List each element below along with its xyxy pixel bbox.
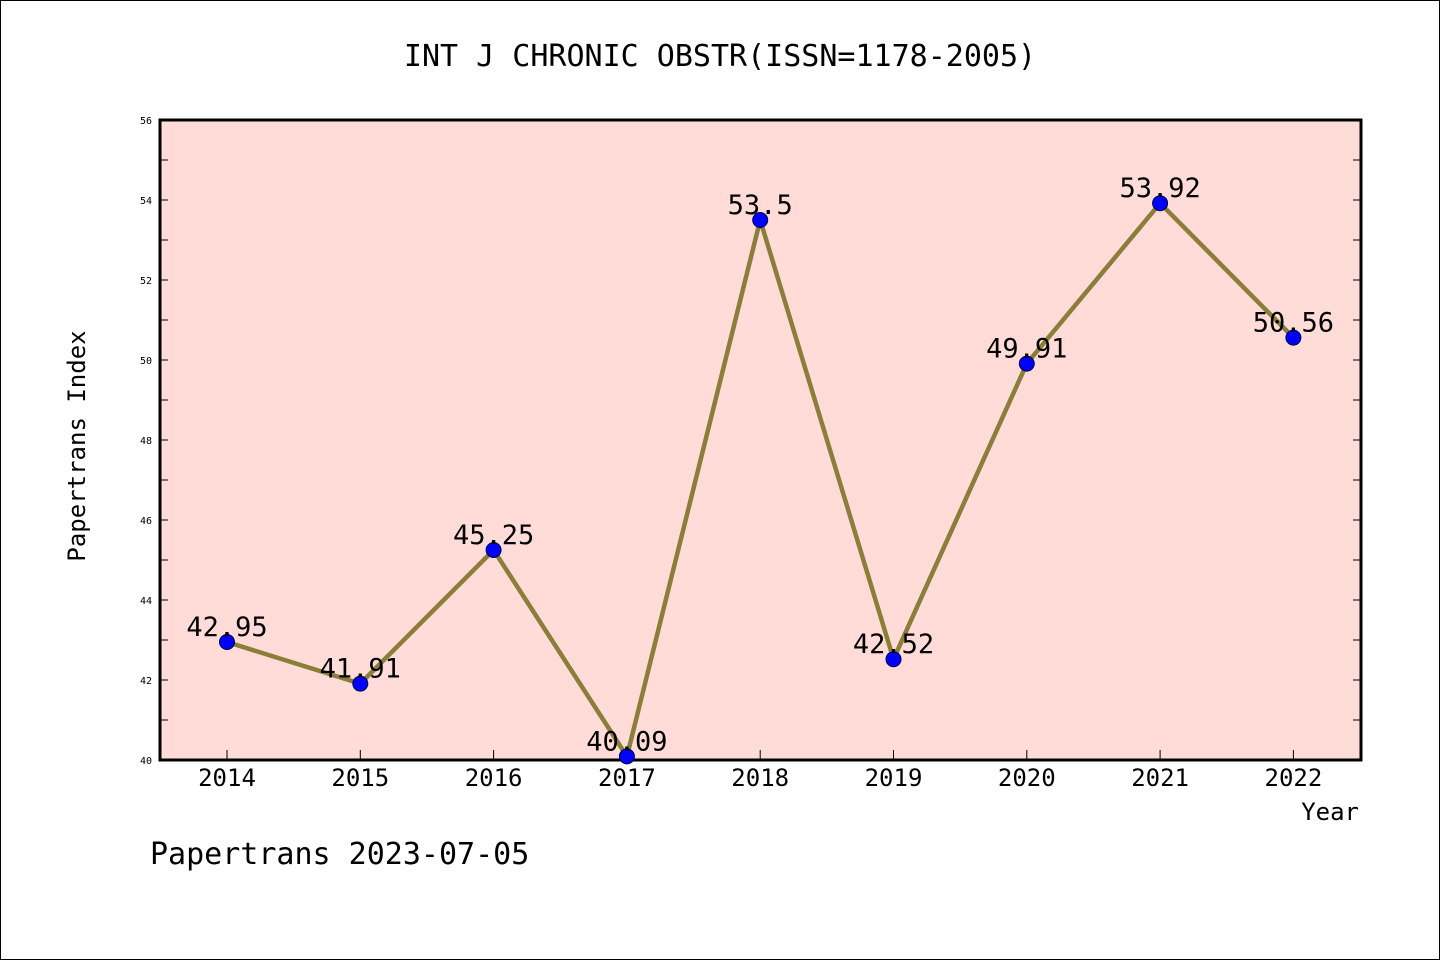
x-tick-label: 2016	[465, 764, 523, 792]
data-point	[352, 675, 369, 692]
x-tick-label: 2017	[598, 764, 656, 792]
data-label: 41.91	[320, 654, 401, 685]
data-label: 49.91	[986, 334, 1067, 365]
series-line-group: 42.95 41.91 45.25 40.09 53.5 42.52 49.91 53.92 5…	[186, 173, 1334, 765]
y-axis-label: Papertrans Index	[63, 330, 91, 561]
data-label: 42.95	[186, 612, 267, 643]
y-tick-label: 40	[140, 756, 152, 767]
x-axis-label: Year	[1301, 798, 1359, 826]
y-tick-label: 44	[140, 596, 152, 607]
data-point	[1018, 355, 1035, 372]
data-point	[885, 651, 902, 668]
x-tick-label: 2015	[331, 764, 389, 792]
y-tick-label: 54	[140, 196, 152, 207]
x-tick-label: 2018	[731, 764, 789, 792]
x-axis: 2014 2015 2016 2017 2018 2019 2020 2021 2022	[198, 750, 1322, 792]
x-tick-label: 2014	[198, 764, 256, 792]
footer-credit: Papertrans 2023-07-05	[150, 837, 529, 872]
chart-title: INT J CHRONIC OBSTR(ISSN=1178-2005)	[404, 39, 1036, 74]
x-tick-label: 2022	[1265, 764, 1323, 792]
data-point	[752, 212, 769, 228]
y-tick-label: 42	[140, 676, 152, 687]
data-label: 42.52	[853, 629, 934, 660]
data-label: 40.09	[586, 726, 667, 757]
y-tick-label: 52	[140, 276, 152, 287]
data-label: 53.92	[1119, 173, 1200, 204]
data-point	[219, 634, 235, 650]
y-axis: 40 42 44 46 48 50 52 54 56	[140, 116, 1361, 767]
x-tick-label: 2019	[865, 764, 923, 792]
data-point	[1152, 195, 1169, 212]
data-point	[485, 542, 502, 558]
y-tick-label: 46	[140, 516, 152, 527]
data-point	[1285, 329, 1302, 346]
y-tick-label: 50	[140, 356, 152, 367]
y-tick-label: 56	[140, 116, 152, 127]
y-tick-label: 48	[140, 436, 152, 447]
x-tick-label: 2020	[998, 764, 1056, 792]
data-point	[618, 748, 635, 765]
data-label: 50.56	[1253, 308, 1334, 339]
data-label: 53.5	[728, 190, 793, 221]
x-tick-label: 2021	[1131, 764, 1189, 792]
data-label: 45.25	[453, 520, 534, 551]
